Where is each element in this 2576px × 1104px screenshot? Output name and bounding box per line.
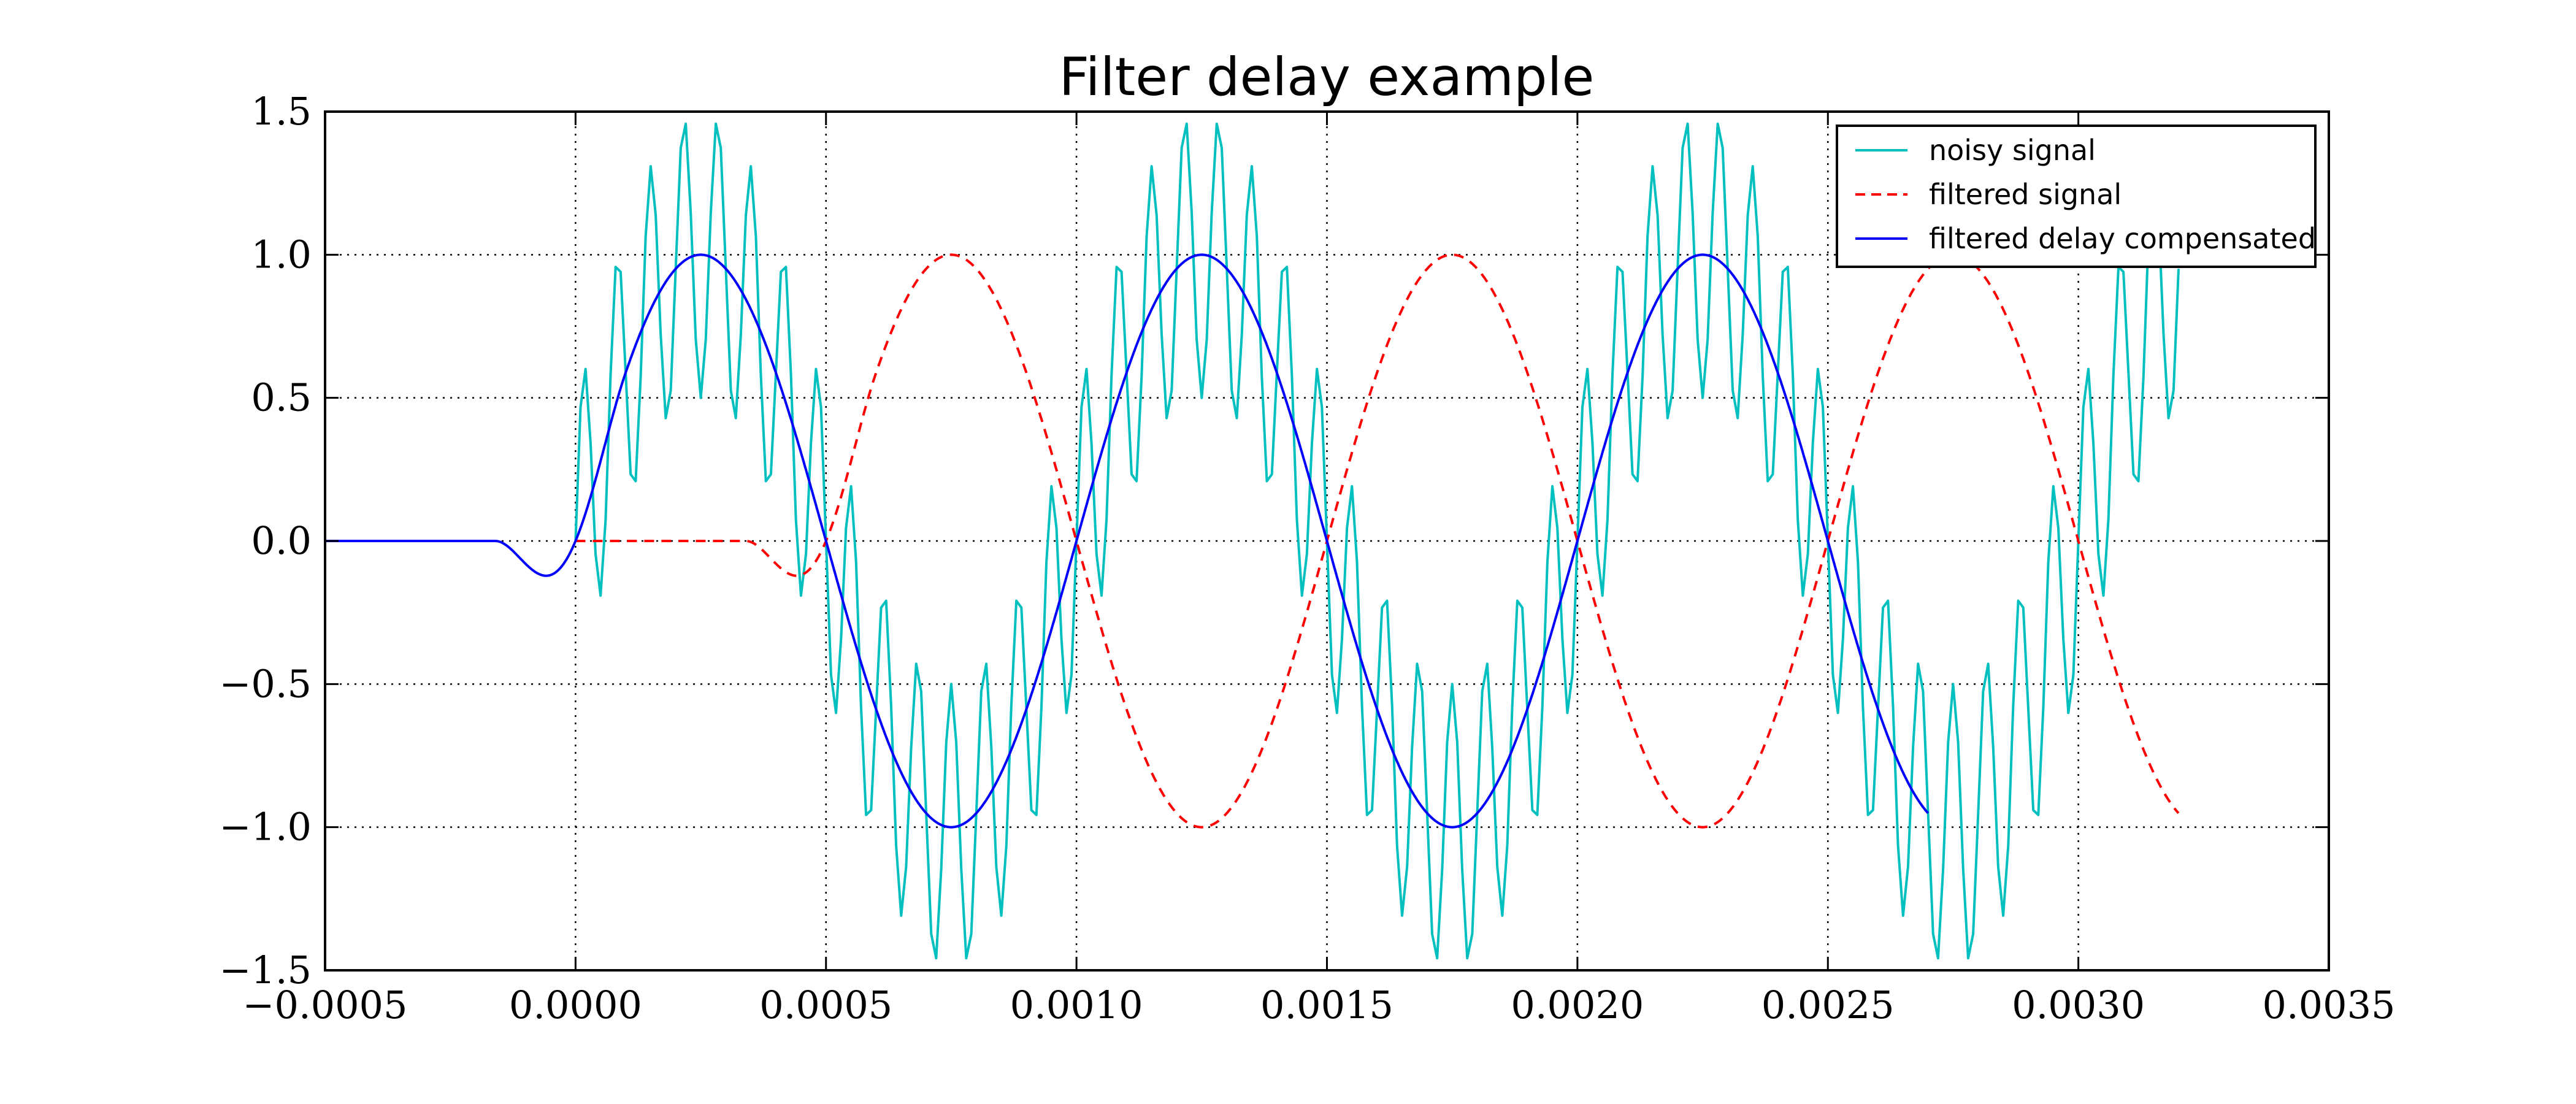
x-tick-label: 0.0010 [1010, 983, 1143, 1027]
y-tick-label: −0.5 [219, 661, 312, 706]
y-axis-tick-labels: −1.5 −1.0 −0.5 0.0 0.5 1.0 1.5 [219, 89, 312, 992]
legend-label-noisy: noisy signal [1929, 134, 2096, 167]
legend-box [1836, 125, 2317, 268]
x-tick-label: 0.0030 [2012, 983, 2145, 1027]
series-filtered-delay-compensated [324, 253, 1930, 829]
axis-ticks [324, 110, 2330, 972]
y-tick-label: 1.5 [251, 89, 312, 134]
legend: noisy signal filtered signal filtered de… [1836, 125, 2317, 268]
series-filtered-signal [575, 253, 2180, 829]
x-tick-label: 0.0015 [1260, 983, 1393, 1027]
y-tick-label: −1.0 [219, 805, 312, 849]
legend-label-compensated: filtered delay compensated [1929, 222, 2316, 255]
x-tick-label: 0.0025 [1761, 983, 1895, 1027]
x-tick-label: 0.0020 [1511, 983, 1644, 1027]
legend-label-filtered: filtered signal [1929, 178, 2122, 211]
x-tick-label: 0.0005 [759, 983, 892, 1027]
y-tick-label: −1.5 [219, 948, 312, 992]
x-tick-label: 0.0035 [2263, 983, 2396, 1027]
x-axis-tick-labels: −0.0005 0.0000 0.0005 0.0010 0.0015 0.0020 0.0… [243, 983, 2396, 1027]
series-layer [324, 122, 2180, 960]
y-tick-label: 0.0 [251, 518, 312, 563]
y-tick-label: 0.5 [251, 375, 312, 420]
y-tick-label: 1.0 [251, 232, 312, 277]
x-tick-label: 0.0000 [509, 983, 642, 1027]
chart-title: Filter delay example [1059, 47, 1595, 108]
x-tick-label: −0.0005 [243, 983, 408, 1027]
